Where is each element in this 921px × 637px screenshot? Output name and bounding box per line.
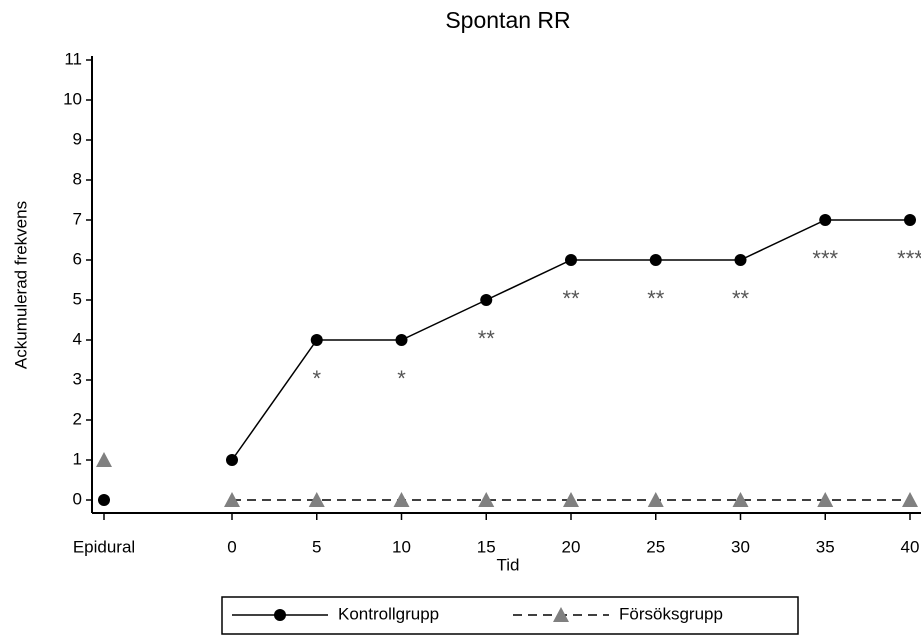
y-tick-label: 1 bbox=[73, 449, 82, 468]
x-tick-label: 5 bbox=[312, 537, 321, 556]
data-point bbox=[308, 492, 325, 507]
legend-label: Kontrollgrupp bbox=[338, 604, 439, 623]
y-tick-label: 10 bbox=[63, 89, 82, 108]
x-tick-label: 35 bbox=[816, 537, 835, 556]
data-point bbox=[819, 214, 832, 226]
y-tick-label: 7 bbox=[73, 209, 82, 228]
data-point bbox=[904, 214, 916, 226]
data-point bbox=[647, 492, 664, 507]
significance-label: * bbox=[397, 366, 406, 391]
data-point bbox=[478, 492, 495, 507]
significance-label: ** bbox=[647, 286, 665, 311]
y-tick-label: 4 bbox=[73, 329, 82, 348]
x-axis-label: Tid bbox=[497, 555, 520, 574]
legend-marker bbox=[274, 609, 286, 621]
y-tick-label: 9 bbox=[73, 129, 82, 148]
chart-title: Spontan RR bbox=[445, 7, 570, 33]
data-point bbox=[902, 492, 918, 507]
data-point bbox=[563, 492, 579, 507]
legend-label: Försöksgrupp bbox=[619, 604, 723, 623]
y-axis-label: Ackumulerad frekvens bbox=[11, 201, 30, 369]
significance-label: * bbox=[312, 366, 321, 391]
data-point bbox=[649, 254, 662, 266]
y-tick-label: 6 bbox=[73, 249, 82, 268]
data-point bbox=[565, 254, 577, 266]
y-tick-label: 3 bbox=[73, 369, 82, 388]
x-tick-label: Epidural bbox=[73, 537, 135, 556]
data-point bbox=[98, 494, 110, 506]
x-tick-label: 30 bbox=[731, 537, 750, 556]
y-tick-label: 11 bbox=[64, 49, 82, 68]
data-point bbox=[226, 454, 238, 466]
x-tick-label: 15 bbox=[477, 537, 496, 556]
y-tick-label: 8 bbox=[73, 169, 82, 188]
significance-label: ** bbox=[478, 326, 496, 351]
data-point bbox=[732, 492, 749, 507]
data-point bbox=[817, 492, 834, 507]
data-point bbox=[224, 492, 240, 507]
x-tick-label: 10 bbox=[392, 537, 411, 556]
x-tick-label: 0 bbox=[227, 537, 236, 556]
significance-label: *** bbox=[897, 246, 921, 271]
significance-label: ** bbox=[732, 286, 750, 311]
data-point bbox=[96, 452, 112, 467]
y-tick-label: 2 bbox=[73, 409, 82, 428]
significance-label: *** bbox=[812, 246, 838, 271]
x-tick-label: 40 bbox=[901, 537, 920, 556]
x-tick-label: 20 bbox=[562, 537, 581, 556]
data-point bbox=[310, 334, 323, 346]
data-point bbox=[734, 254, 747, 266]
significance-label: ** bbox=[562, 286, 580, 311]
x-tick-label: 25 bbox=[646, 537, 665, 556]
data-point bbox=[395, 334, 408, 346]
data-point bbox=[393, 492, 410, 507]
y-tick-label: 5 bbox=[73, 289, 82, 308]
data-point bbox=[480, 294, 493, 306]
y-tick-label: 0 bbox=[73, 489, 82, 508]
legend-marker bbox=[553, 607, 569, 622]
